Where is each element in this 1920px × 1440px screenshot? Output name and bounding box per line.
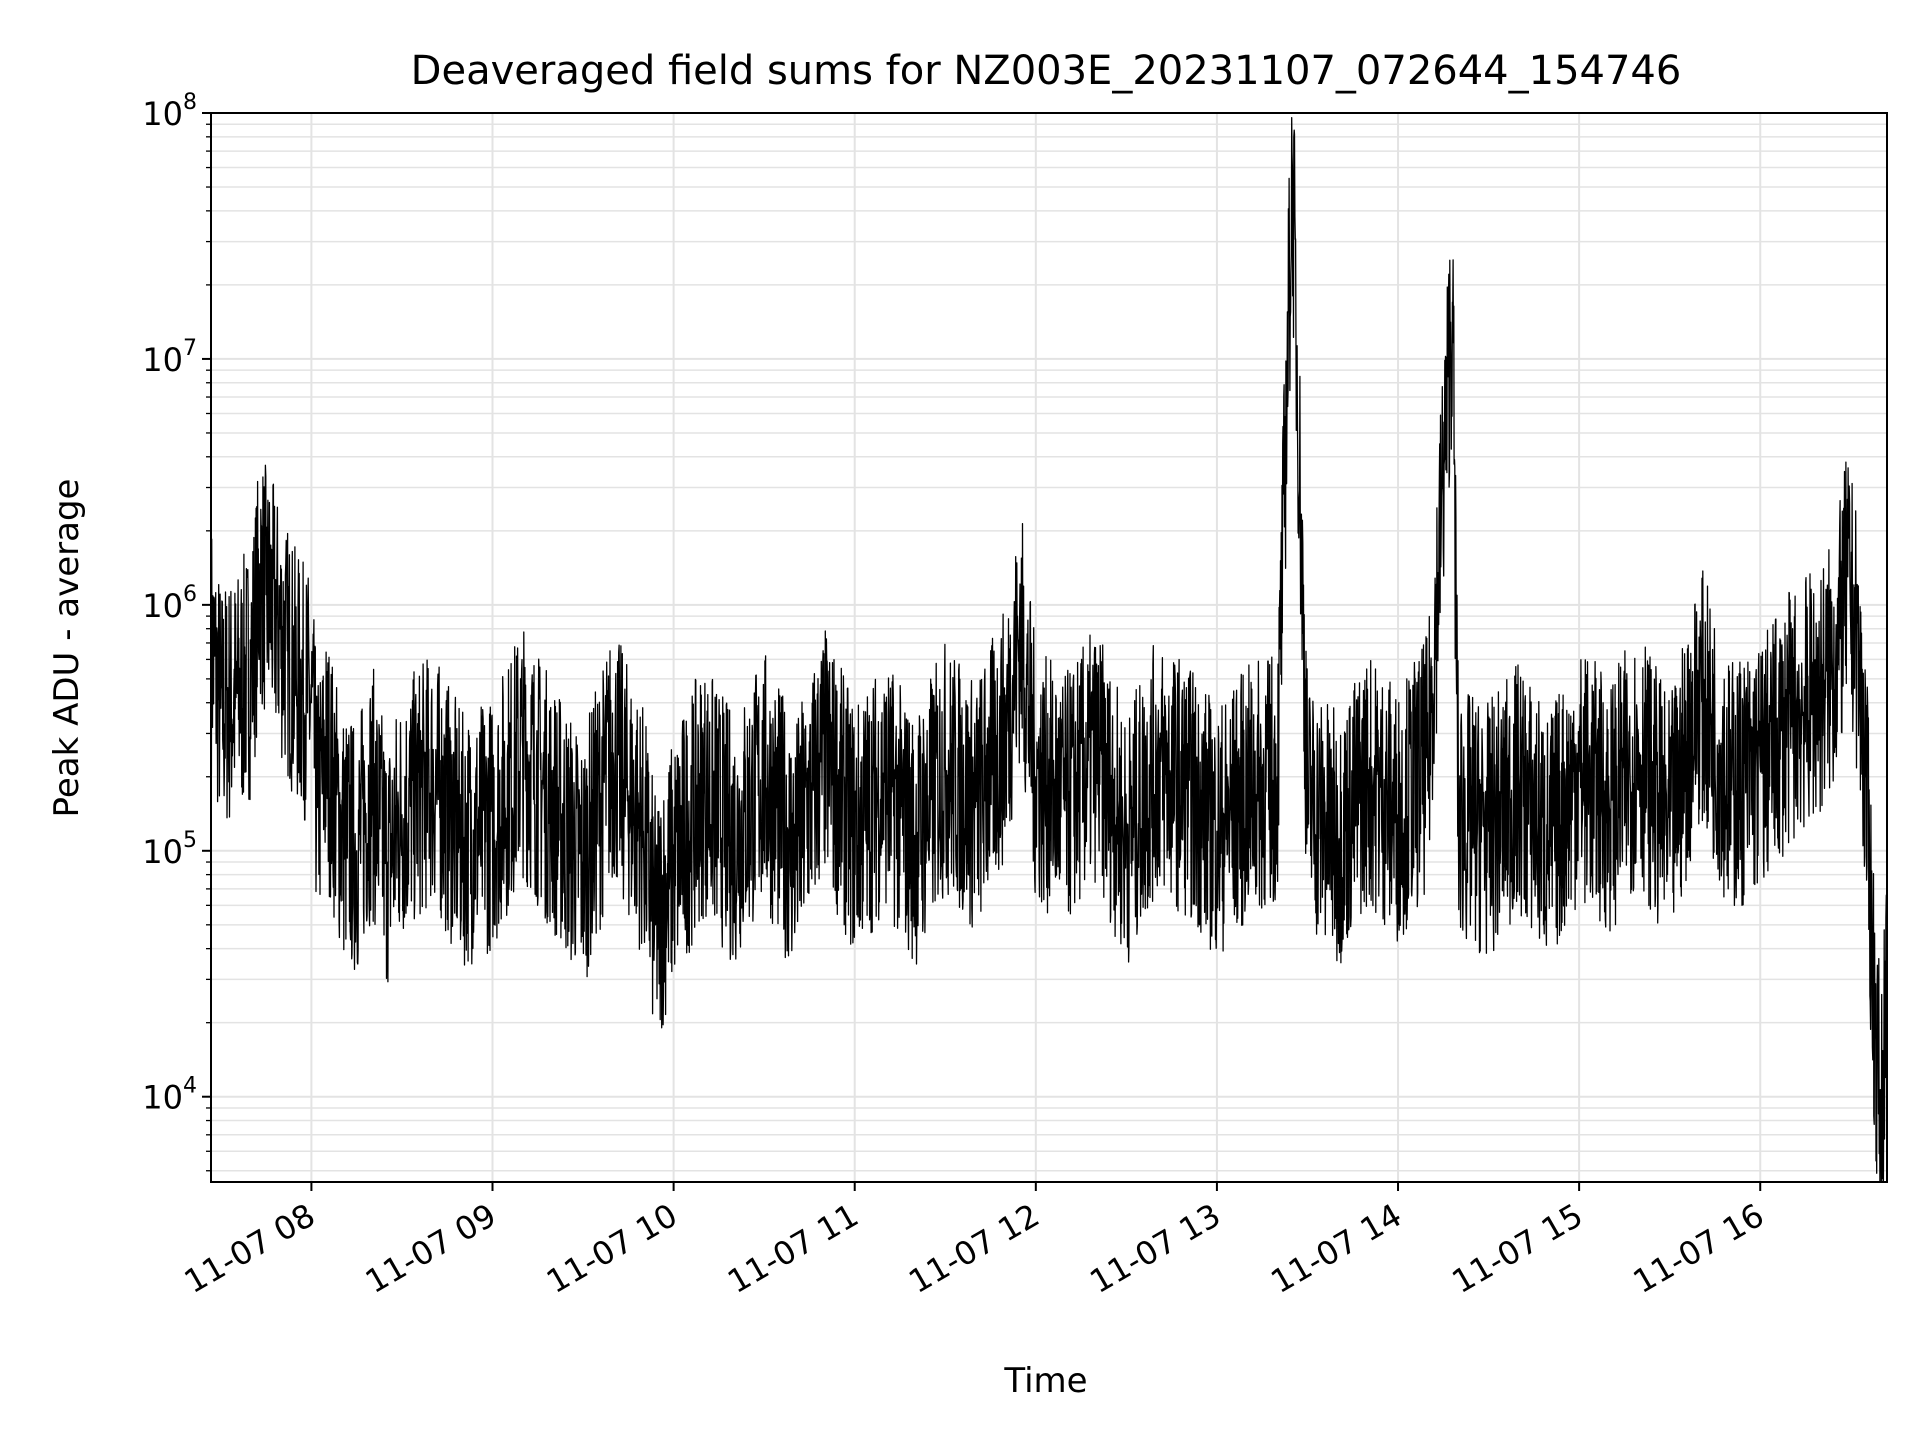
y-axis-label: Peak ADU - average <box>47 479 87 818</box>
plot-frame <box>210 112 1888 1183</box>
data-series-line <box>210 117 1888 1183</box>
x-axis-label: Time <box>1003 1361 1087 1401</box>
y-tick-label: 105 <box>142 828 197 871</box>
y-tick-label: 108 <box>142 90 197 133</box>
y-tick-label: 104 <box>142 1074 197 1117</box>
y-tick-labels: 104 105 106 107 108 <box>142 90 197 1117</box>
axis-ticks <box>202 112 1762 1191</box>
y-tick-label: 107 <box>142 336 197 379</box>
chart-title: Deaveraged field sums for NZ003E_2023110… <box>411 48 1682 94</box>
y-tick-label: 106 <box>142 582 197 625</box>
